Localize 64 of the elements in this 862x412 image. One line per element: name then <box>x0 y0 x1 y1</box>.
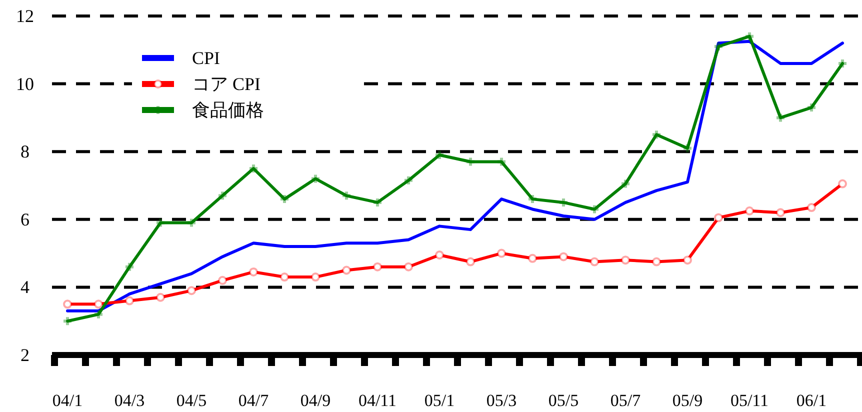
point <box>94 300 103 309</box>
point <box>404 262 413 272</box>
x-tick-label: 05/1 <box>424 391 455 410</box>
point <box>311 272 320 282</box>
y-tick-label: 10 <box>16 74 34 94</box>
point <box>310 173 321 184</box>
point <box>620 178 631 190</box>
legend-label: CPI <box>192 48 220 68</box>
point <box>217 190 228 202</box>
point <box>155 217 166 228</box>
point <box>280 272 289 282</box>
point <box>93 308 104 320</box>
y-tick-label: 2 <box>20 345 30 365</box>
point <box>218 276 227 285</box>
point <box>497 248 506 258</box>
point <box>744 30 755 42</box>
point <box>528 254 537 263</box>
point <box>187 286 196 296</box>
x-tick-label: 04/3 <box>114 391 145 410</box>
point <box>590 257 599 266</box>
legend-label: 食品価格 <box>192 100 264 120</box>
point <box>435 250 444 260</box>
point <box>186 217 197 228</box>
point <box>682 142 693 154</box>
point <box>683 256 692 265</box>
point <box>651 129 662 140</box>
point <box>838 179 847 188</box>
x-tick-label: 05/9 <box>672 391 703 410</box>
point <box>775 112 786 124</box>
point <box>807 203 816 212</box>
point <box>496 156 507 168</box>
point <box>373 262 382 272</box>
x-tick-label: 05/3 <box>486 391 517 410</box>
x-tick-label: 04/9 <box>300 391 331 410</box>
point <box>745 206 754 216</box>
x-tick-label: 06/1 <box>796 391 827 410</box>
point <box>125 296 134 306</box>
x-tick-label: 04/5 <box>176 391 207 410</box>
x-tick-label: 04/7 <box>238 391 270 410</box>
point <box>124 261 135 272</box>
point <box>63 300 72 309</box>
x-tick-label: 05/5 <box>548 391 579 410</box>
point <box>652 257 661 266</box>
x-tick-label: 04/1 <box>52 391 83 410</box>
point <box>714 213 723 222</box>
x-tick-label: 04/11 <box>358 391 397 410</box>
y-tick-label: 4 <box>20 277 30 298</box>
x-tick-label: 05/7 <box>610 391 642 410</box>
point <box>465 156 476 168</box>
y-tick-label: 8 <box>20 142 30 162</box>
point <box>466 257 475 266</box>
point <box>341 190 352 202</box>
point <box>403 174 414 186</box>
x-tick-label: 05/11 <box>730 391 769 410</box>
point <box>249 267 258 276</box>
point <box>342 266 351 275</box>
y-tick-label: 6 <box>20 209 30 230</box>
y-tick-label: 12 <box>16 6 34 26</box>
point <box>621 256 630 265</box>
point <box>776 208 785 218</box>
point <box>589 204 600 215</box>
point <box>559 252 568 262</box>
legend-label: コア CPI <box>192 74 261 94</box>
point <box>156 292 165 302</box>
